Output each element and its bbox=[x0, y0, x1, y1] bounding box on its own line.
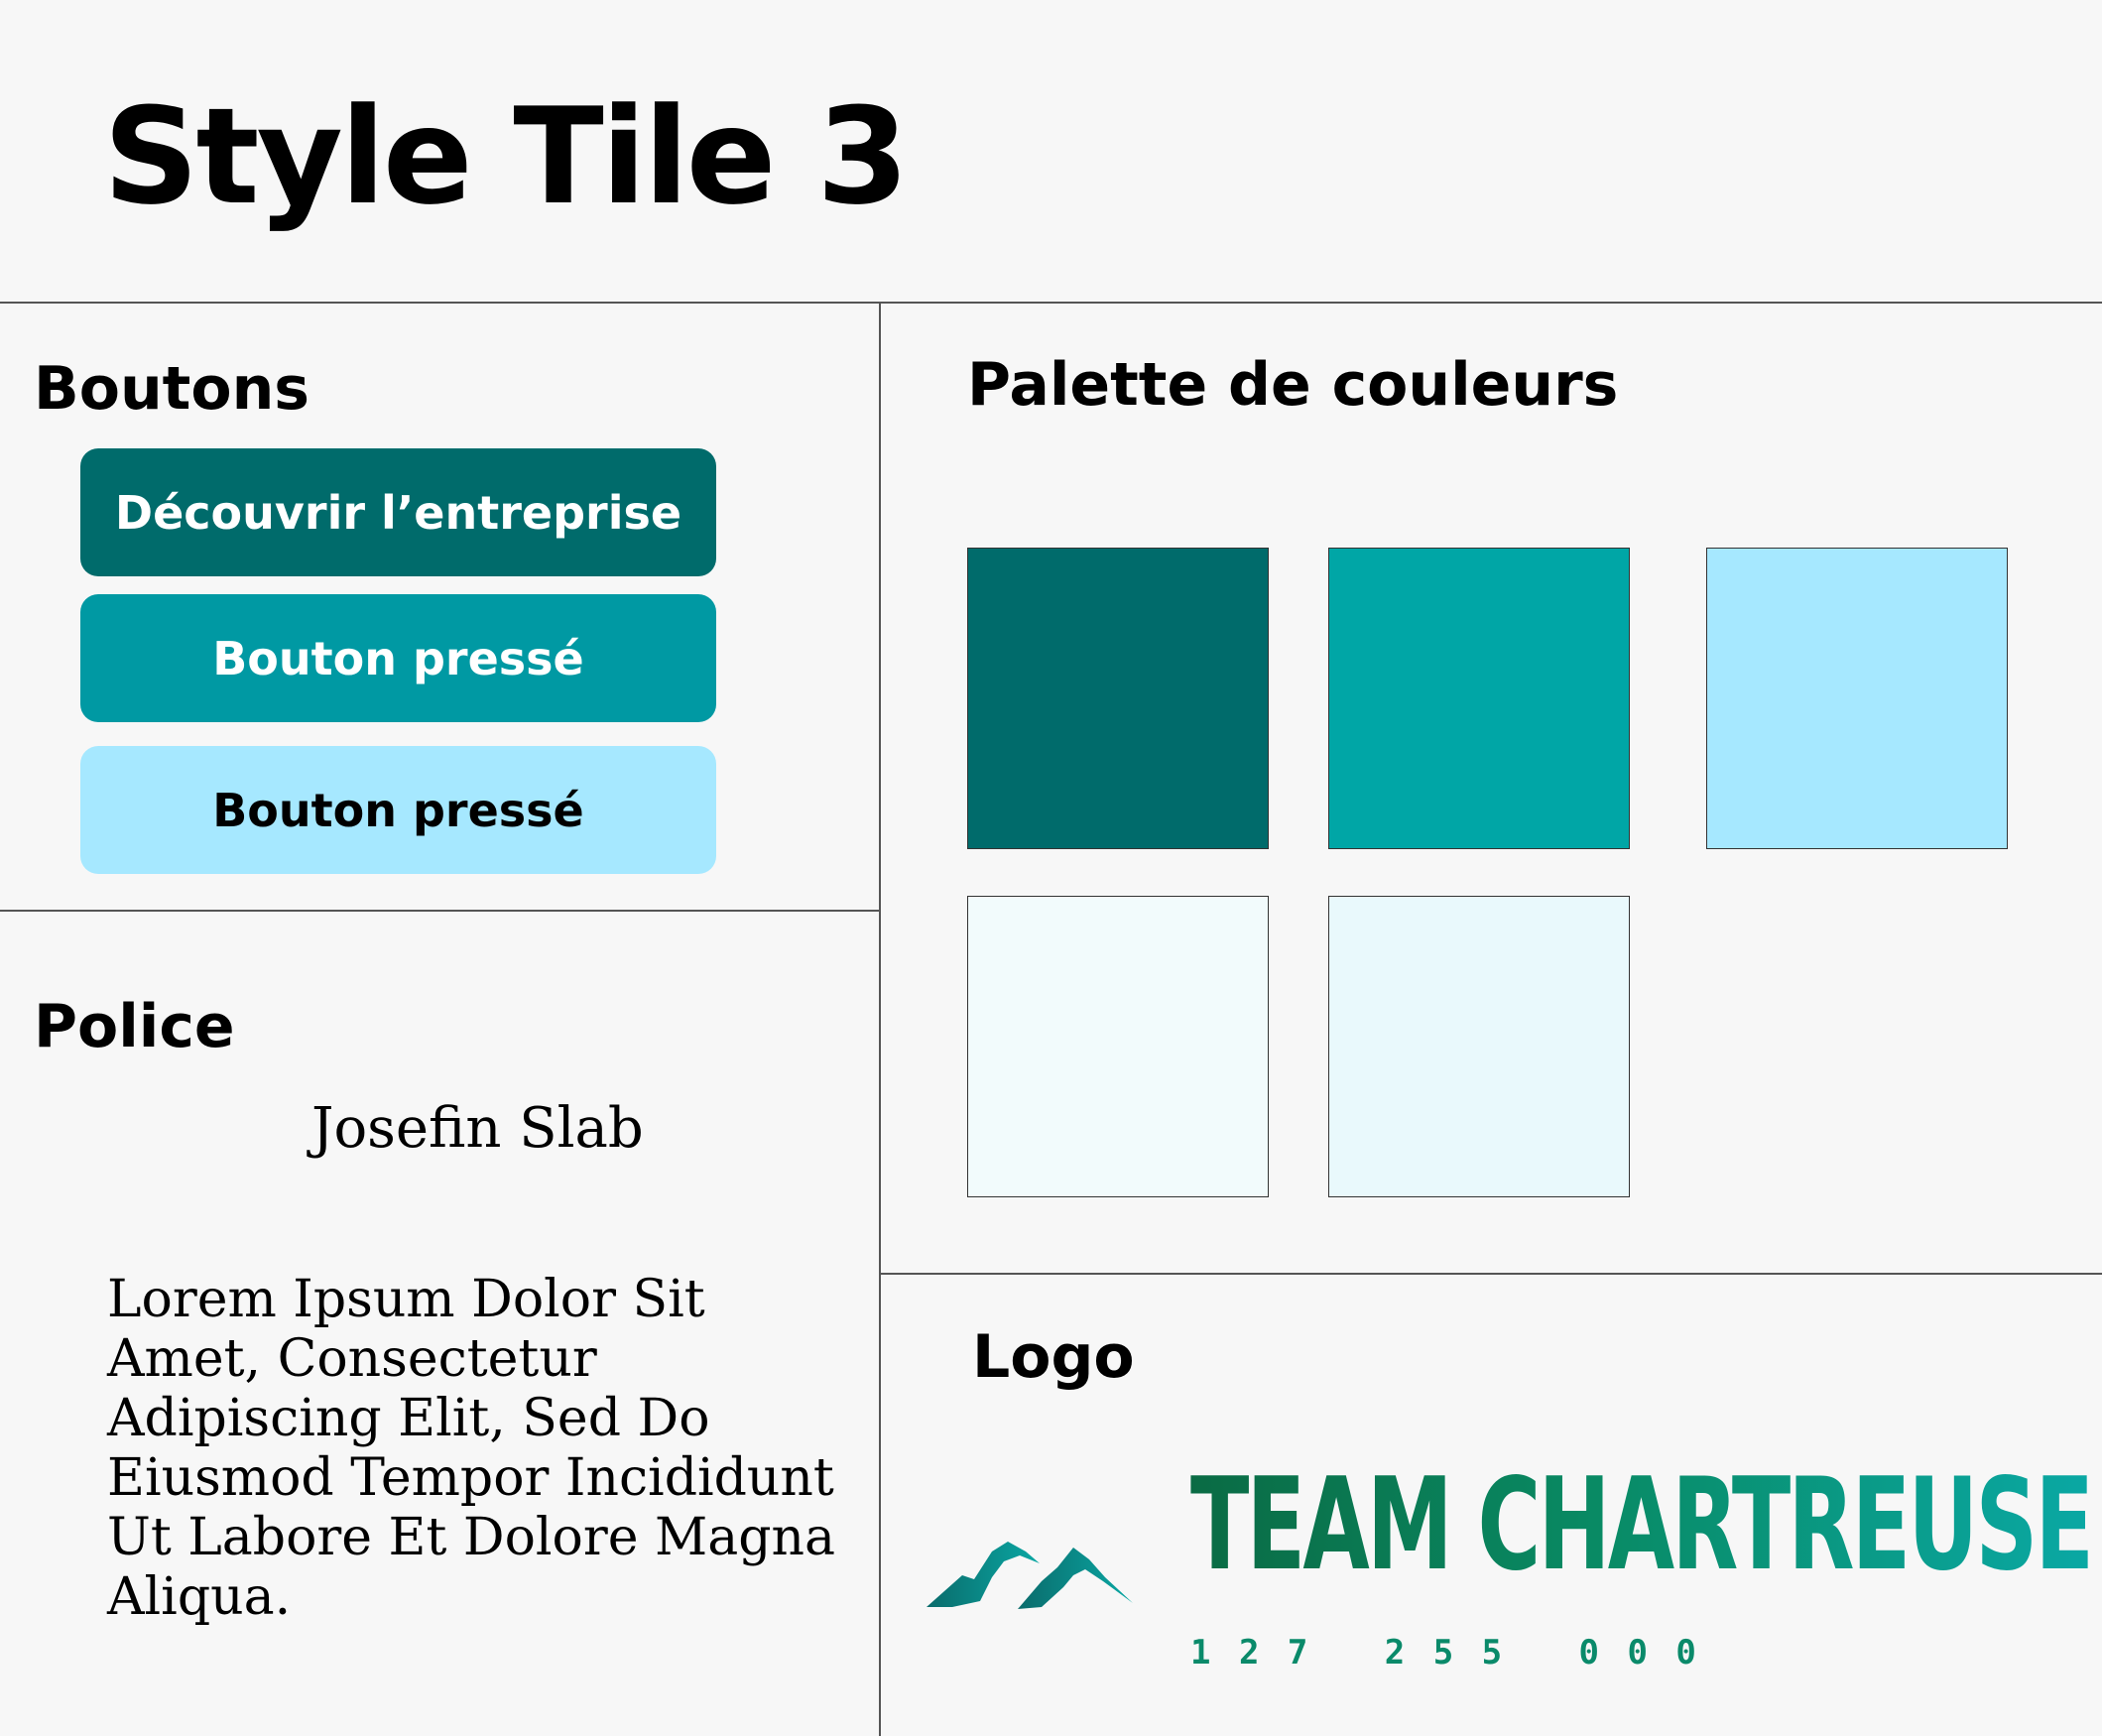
buttons-heading: Boutons bbox=[34, 354, 309, 424]
color-swatch-light-blue bbox=[1706, 548, 2008, 849]
color-swatch-teal bbox=[1328, 548, 1630, 849]
page-title: Style Tile 3 bbox=[103, 79, 909, 234]
font-heading: Police bbox=[34, 992, 235, 1061]
discover-company-button[interactable]: Découvrir l’entreprise bbox=[80, 448, 716, 576]
font-sample-text: Lorem Ipsum Dolor Sit Amet, Consectetur … bbox=[107, 1270, 836, 1627]
divider-right-middle bbox=[880, 1273, 2102, 1275]
mountain-icon bbox=[927, 1542, 1133, 1609]
logo-heading: Logo bbox=[972, 1322, 1135, 1392]
pressed-button-light[interactable]: Bouton pressé bbox=[80, 746, 716, 874]
divider-top bbox=[0, 302, 2102, 304]
logo-digits: 1 2 7 2 5 5 0 0 0 bbox=[1190, 1633, 1700, 1673]
pressed-button-primary[interactable]: Bouton pressé bbox=[80, 594, 716, 722]
palette-heading: Palette de couleurs bbox=[967, 350, 1619, 420]
color-swatch-dark-teal bbox=[967, 548, 1269, 849]
color-swatch-off-white bbox=[967, 896, 1269, 1197]
color-swatch-pale-cyan bbox=[1328, 896, 1630, 1197]
logo-wordmark: TEAM CHARTREUSE bbox=[1190, 1451, 2094, 1599]
divider-vertical bbox=[879, 302, 881, 1736]
divider-left-middle bbox=[0, 910, 880, 912]
font-name: Josefin Slab bbox=[311, 1096, 644, 1161]
